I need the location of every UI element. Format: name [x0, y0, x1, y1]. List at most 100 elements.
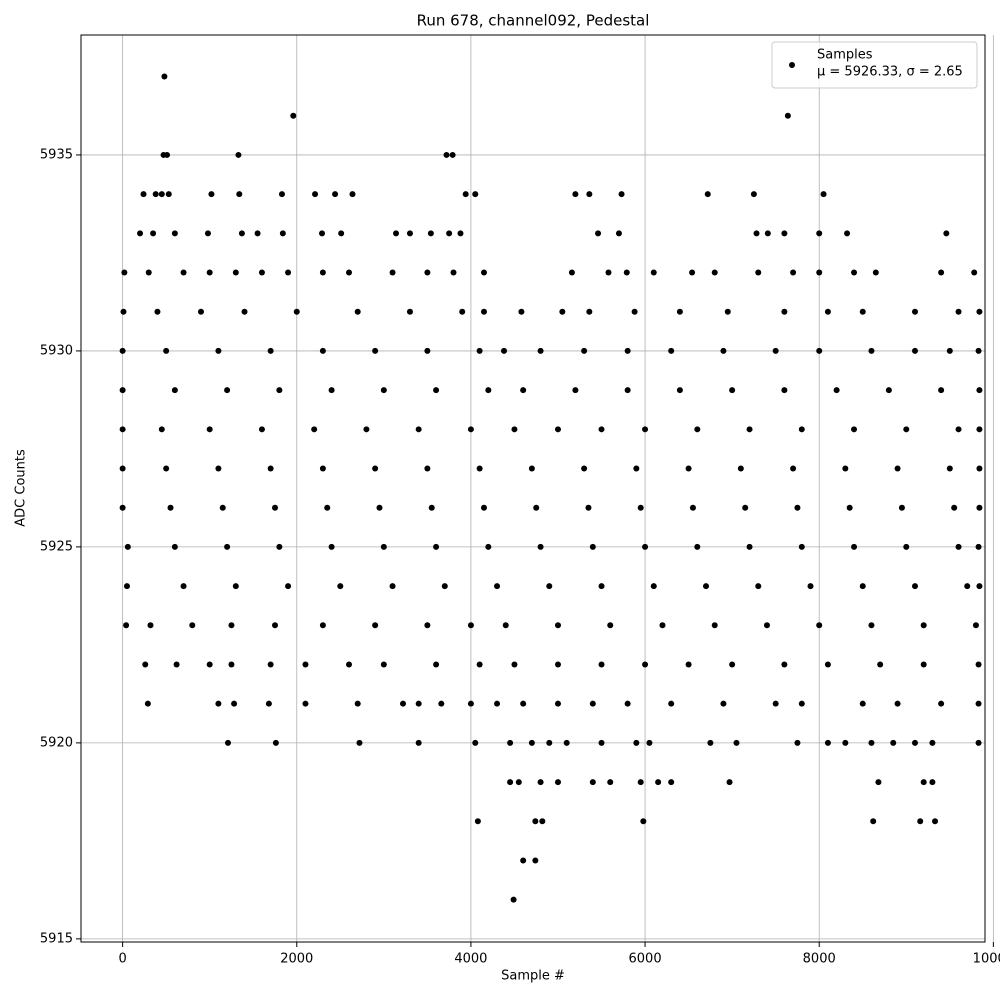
sample-point — [554, 779, 561, 786]
sample-point — [235, 151, 242, 158]
sample-point — [975, 543, 982, 550]
sample-point — [807, 583, 814, 590]
sample-point — [158, 426, 165, 433]
sample-point — [624, 700, 631, 707]
sample-point — [427, 230, 434, 237]
sample-point — [976, 465, 983, 472]
sample-point — [640, 818, 647, 825]
sample-point — [119, 504, 126, 511]
sample-point — [450, 269, 457, 276]
sample-point — [781, 387, 788, 394]
sample-point — [711, 622, 718, 629]
sample-point — [150, 230, 157, 237]
sample-point — [794, 504, 801, 511]
sample-point — [642, 543, 649, 550]
sample-point — [955, 426, 962, 433]
sample-point — [472, 739, 479, 746]
legend-box — [771, 41, 978, 89]
sample-point — [877, 661, 884, 668]
sample-point — [140, 191, 147, 198]
sample-point — [476, 465, 483, 472]
sample-point — [415, 739, 422, 746]
sample-point — [668, 700, 675, 707]
sample-point — [406, 230, 413, 237]
sample-point — [753, 230, 760, 237]
sample-point — [943, 230, 950, 237]
sample-point — [354, 308, 361, 315]
sample-point — [462, 191, 469, 198]
sample-point — [676, 387, 683, 394]
sample-point — [668, 779, 675, 786]
sample-point — [393, 230, 400, 237]
sample-point — [842, 739, 849, 746]
sample-point — [872, 269, 879, 276]
legend-label: Samples — [817, 48, 873, 63]
sample-point — [637, 504, 644, 511]
sample-point — [911, 308, 918, 315]
sample-point — [911, 347, 918, 354]
sample-point — [197, 308, 204, 315]
sample-point — [946, 347, 953, 354]
sample-point — [376, 504, 383, 511]
sample-point — [842, 465, 849, 472]
sample-point — [443, 151, 450, 158]
sample-point — [180, 269, 187, 276]
sample-point — [624, 387, 631, 394]
sample-point — [119, 426, 126, 433]
sample-point — [572, 387, 579, 394]
y-tick-label: 5915 — [40, 931, 73, 946]
sample-point — [278, 191, 285, 198]
sample-point — [659, 622, 666, 629]
sample-point — [607, 622, 614, 629]
sample-point — [724, 308, 731, 315]
sample-point — [917, 818, 924, 825]
sample-point — [224, 739, 231, 746]
sample-point — [615, 230, 622, 237]
sample-point — [750, 191, 757, 198]
sample-point — [975, 739, 982, 746]
sample-point — [472, 191, 479, 198]
sample-point — [206, 661, 213, 668]
sample-point — [689, 269, 696, 276]
sample-point — [868, 347, 875, 354]
sample-point — [598, 661, 605, 668]
sample-point — [781, 230, 788, 237]
sample-point — [798, 700, 805, 707]
sample-point — [537, 543, 544, 550]
sample-point — [302, 661, 309, 668]
sample-point — [742, 504, 749, 511]
sample-point — [929, 779, 936, 786]
sample-point — [798, 426, 805, 433]
sample-point — [595, 230, 602, 237]
sample-point — [319, 622, 326, 629]
sample-point — [372, 347, 379, 354]
sample-point — [380, 543, 387, 550]
sample-point — [932, 818, 939, 825]
sample-point — [399, 700, 406, 707]
sample-point — [733, 739, 740, 746]
sample-point — [389, 269, 396, 276]
sample-point — [424, 269, 431, 276]
sample-point — [145, 269, 152, 276]
sample-point — [633, 465, 640, 472]
sample-point — [507, 739, 514, 746]
sample-point — [123, 622, 130, 629]
sample-point — [290, 112, 297, 119]
sample-point — [459, 308, 466, 315]
sample-point — [474, 818, 481, 825]
sample-point — [389, 583, 396, 590]
sample-point — [511, 661, 518, 668]
y-axis-label: ADC Counts — [14, 449, 29, 527]
sample-point — [137, 230, 144, 237]
sample-point — [438, 700, 445, 707]
sample-point — [868, 622, 875, 629]
sample-point — [711, 269, 718, 276]
sample-point — [694, 543, 701, 550]
sample-point — [380, 387, 387, 394]
sample-point — [319, 269, 326, 276]
sample-point — [784, 112, 791, 119]
sample-point — [121, 269, 128, 276]
sample-point — [349, 191, 356, 198]
sample-point — [258, 426, 265, 433]
sample-point — [424, 347, 431, 354]
